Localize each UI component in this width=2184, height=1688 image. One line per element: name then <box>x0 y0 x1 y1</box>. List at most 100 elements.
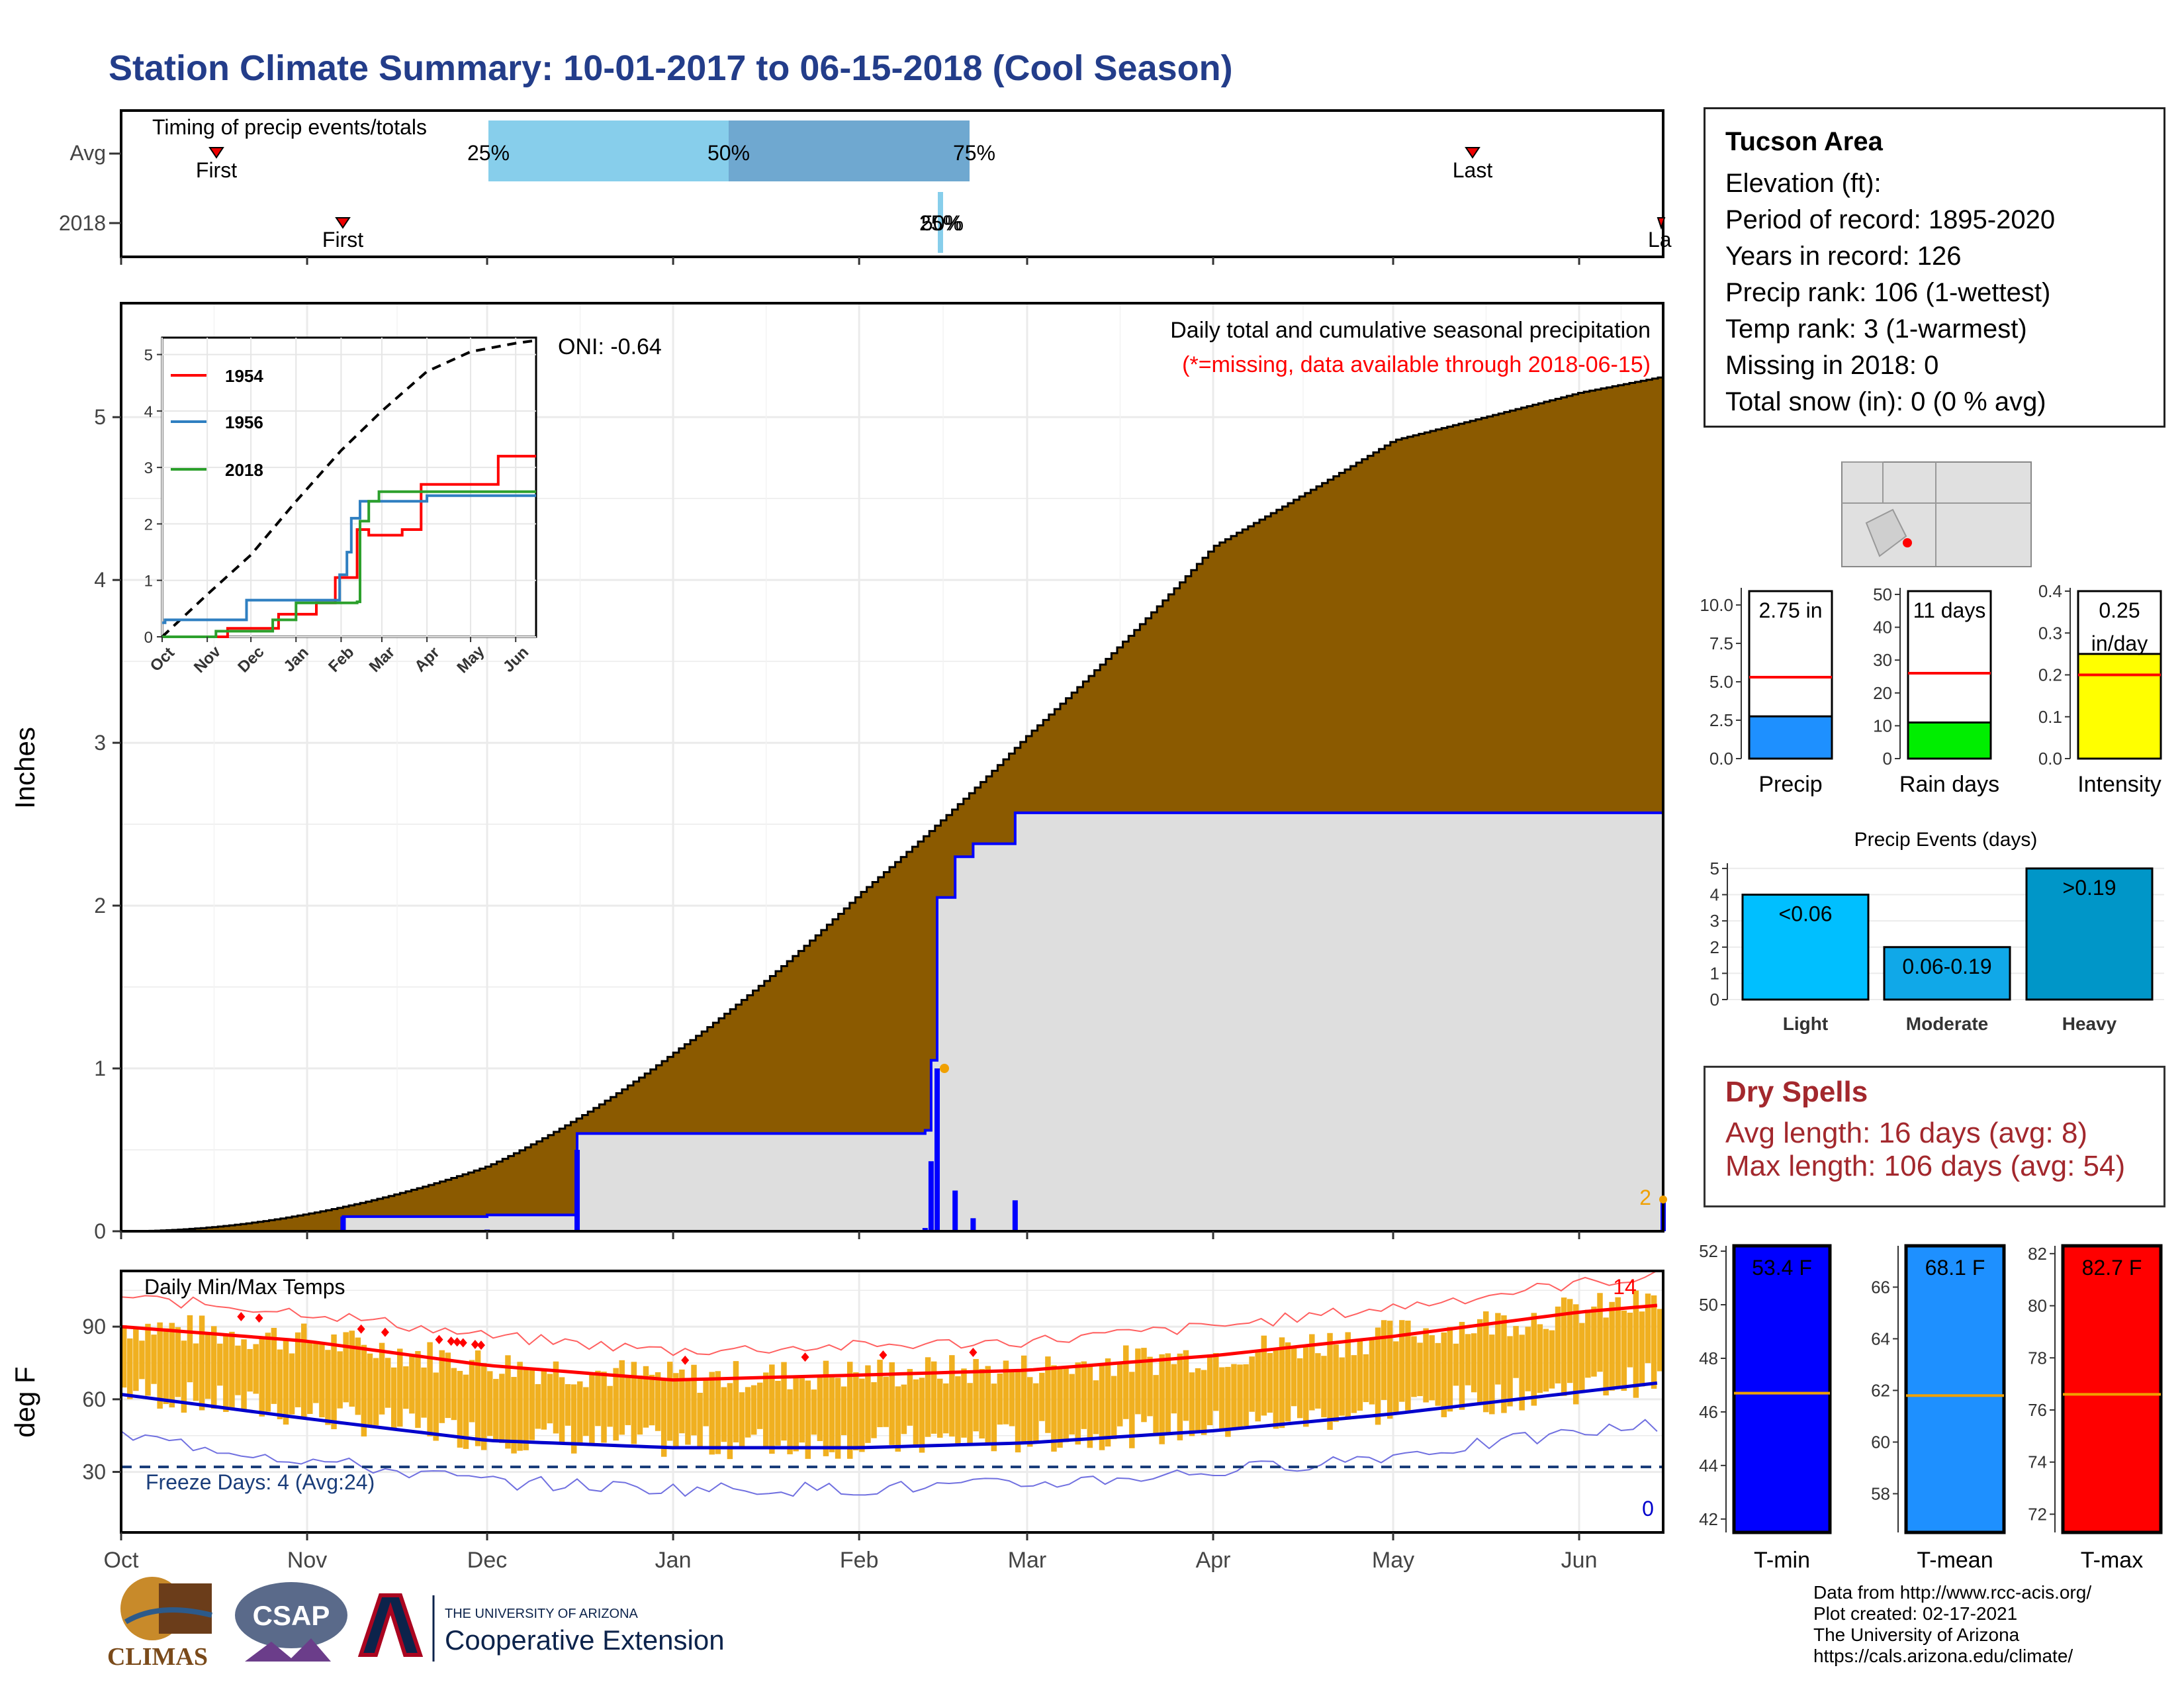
location-map <box>1841 461 2032 567</box>
temp-day-bar <box>361 1344 367 1437</box>
record-high-count: 14 <box>1613 1275 1637 1299</box>
events-tick-label: 3 <box>1710 911 1719 931</box>
temp-day-bar <box>829 1377 835 1452</box>
record-high-marker <box>477 1340 485 1350</box>
temp-summary-bar-0 <box>1732 1244 1832 1534</box>
pct-25-label: 25% <box>467 141 510 165</box>
temp-day-bar <box>1135 1348 1141 1415</box>
temp-day-bar <box>936 1378 943 1438</box>
precip-ylabel: Inches <box>9 727 40 809</box>
temp-day-bar <box>1651 1295 1657 1389</box>
temp-day-bar <box>300 1323 307 1419</box>
temp-day-bar <box>1105 1358 1111 1447</box>
oni-label: ONI: -0.64 <box>558 334 662 359</box>
temp-day-bar <box>601 1372 607 1443</box>
temp-day-bar <box>823 1360 829 1456</box>
temp-day-bar <box>775 1380 781 1446</box>
temp-day-bar <box>1639 1311 1645 1387</box>
temp-day-bar <box>613 1368 619 1441</box>
y-tick-label: 4 <box>94 568 106 592</box>
temp-day-bar <box>685 1378 691 1445</box>
temp-day-bar <box>385 1358 391 1408</box>
inset-2018-line <box>162 490 536 638</box>
summary-tick-label: 0.0 <box>2038 749 2062 769</box>
precip-panel: 0 1 2 3 4 5 ONI: -0.64 Daily total and cumula… <box>9 302 1667 1243</box>
temp-day-bar <box>967 1383 973 1444</box>
avg-last-label: Last <box>1453 158 1493 182</box>
summary-tick-label: 0.4 <box>2038 581 2062 601</box>
month-label: May <box>1372 1548 1414 1573</box>
temp-day-bar <box>487 1371 493 1436</box>
temp-day-bar <box>799 1378 805 1443</box>
temp-y-tick-label: 60 <box>82 1387 106 1411</box>
temp-day-bar <box>1405 1321 1411 1411</box>
timing-row-2018: 2018 <box>59 211 106 235</box>
record-high-marker <box>255 1313 263 1323</box>
temp-day-bar <box>1591 1306 1597 1377</box>
temp-day-bar <box>1009 1370 1015 1427</box>
timing-label: Timing of precip events/totals <box>152 115 427 139</box>
inset-1956-line <box>162 494 536 624</box>
temp-summary-tick-label: 80 <box>2028 1296 2047 1316</box>
temp-day-bar <box>523 1370 529 1450</box>
precip-events-chart: Precip Events (days) 0 1 2 3 4 5 <0.06 Light 0.06… <box>1710 829 2164 1034</box>
temp-day-bar <box>1153 1375 1159 1436</box>
temp-day-bar <box>853 1372 859 1450</box>
temp-day-bar <box>1081 1361 1087 1429</box>
precip-y-ticks: 0 1 2 3 4 5 <box>94 405 121 1243</box>
temp-day-bar <box>733 1361 739 1442</box>
record-high-marker <box>471 1339 479 1349</box>
temp-day-bar <box>1459 1321 1465 1410</box>
temp-day-bar <box>325 1350 331 1425</box>
temp-day-bar <box>289 1353 295 1415</box>
temp-day-bar <box>805 1380 811 1459</box>
temp-summary-tick-label: 44 <box>1699 1456 1718 1476</box>
elevation: Elevation (ft): <box>1725 169 1882 198</box>
temp-day-bar <box>1015 1370 1021 1453</box>
missing-days: Missing in 2018: 0 <box>1725 351 1939 380</box>
temp-day-bar <box>811 1389 817 1435</box>
temp-day-bar <box>235 1345 241 1395</box>
temp-day-bar <box>1507 1336 1513 1407</box>
temp-day-bar <box>1213 1353 1219 1411</box>
summary-tick-label: 0.3 <box>2038 623 2062 643</box>
temp-day-bar <box>1441 1332 1447 1417</box>
dry-spells-max: Max length: 106 days (avg: 54) <box>1725 1150 2126 1182</box>
temp-day-bar <box>649 1374 655 1426</box>
month-label: Oct <box>104 1548 139 1573</box>
summary-tick-label: 0.1 <box>2038 707 2062 727</box>
temp-day-bar <box>1645 1293 1651 1364</box>
temp-day-bar <box>589 1374 595 1444</box>
summary-tick-label: 0 <box>1883 749 1892 769</box>
daily-precip-bar <box>970 1218 976 1231</box>
temp-day-bar <box>547 1374 553 1424</box>
temp-day-bar <box>1087 1364 1093 1448</box>
pct-50-label: 50% <box>707 141 750 165</box>
summary-bar-0 <box>1748 715 1833 760</box>
temp-day-bar <box>403 1366 409 1409</box>
temp-day-bar <box>1255 1350 1261 1422</box>
temp-summary-value: 53.4 F <box>1752 1256 1812 1280</box>
temp-day-bar <box>570 1384 577 1454</box>
temp-day-bar <box>529 1368 535 1440</box>
y-tick-label: 2 <box>94 894 106 917</box>
temp-day-bar <box>1045 1356 1051 1433</box>
temp-day-bar <box>379 1342 385 1415</box>
temp-day-bar <box>943 1383 949 1434</box>
temp-day-bar <box>1525 1327 1531 1391</box>
temp-day-bar <box>187 1315 193 1383</box>
temp-day-bar <box>1633 1290 1639 1398</box>
month-label: Dec <box>467 1548 507 1573</box>
temp-summary-name: T-min <box>1754 1548 1810 1573</box>
temp-summary-tick-label: 50 <box>1699 1295 1718 1315</box>
record-max-line <box>120 1270 1658 1356</box>
avg-tmin-line <box>120 1381 1658 1450</box>
temp-day-bar <box>1375 1327 1381 1425</box>
temp-day-bar <box>193 1343 199 1401</box>
temp-day-bar <box>1315 1353 1321 1409</box>
temp-day-bar <box>331 1334 337 1430</box>
temp-day-bar <box>355 1337 361 1415</box>
temp-day-bar <box>901 1384 907 1434</box>
temp-day-bar <box>1206 1354 1213 1425</box>
events-tick-label: 5 <box>1710 859 1719 878</box>
